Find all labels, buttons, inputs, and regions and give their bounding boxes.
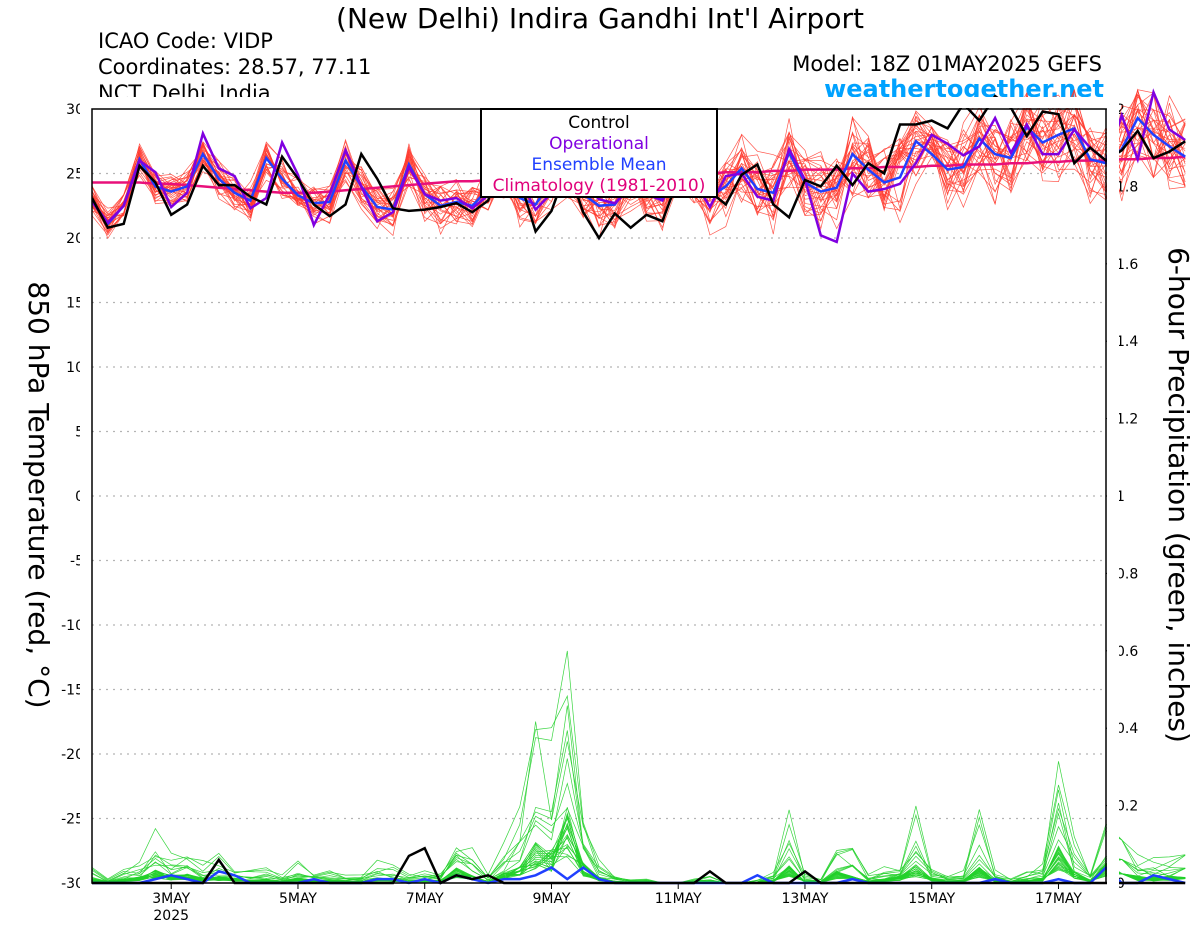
y2-tick-label: 1 <box>1116 489 1125 505</box>
y2-tick-label: 1.6 <box>1116 257 1138 273</box>
y-tick-label: 0 <box>75 489 84 505</box>
top-mask <box>92 97 1106 108</box>
y2-tick-label: 0.4 <box>1116 721 1138 737</box>
legend: Control Operational Ensemble Mean Climat… <box>480 108 718 198</box>
y-tick-label: -10 <box>61 618 84 634</box>
chart-title: (New Delhi) Indira Gandhi Int'l Airport <box>336 2 864 35</box>
coordinates: Coordinates: 28.57, 77.11 <box>98 55 372 79</box>
x-tick-label: 13MAY <box>782 891 829 907</box>
y2-tick-label: 0.6 <box>1116 644 1138 660</box>
y-tick-label: -15 <box>61 683 84 699</box>
y-tick-label: 25 <box>66 167 84 183</box>
legend-item-ensemble-mean: Ensemble Mean <box>531 155 667 175</box>
model-run: Model: 18Z 01MAY2025 GEFS <box>792 52 1102 76</box>
y2-tick-label: 1.8 <box>1116 179 1138 195</box>
y2-tick-label: 1.2 <box>1116 412 1138 428</box>
y-tick-label: -25 <box>61 812 84 828</box>
left-mask <box>80 0 92 927</box>
x-tick-sublabel: 2025 <box>153 908 189 924</box>
x-tick-label: 7MAY <box>406 891 444 907</box>
y-axis-label-left: 850 hPa Temperature (red, °C) <box>22 281 55 709</box>
legend-item-climatology: Climatology (1981-2010) <box>492 176 706 196</box>
x-tick-label: 15MAY <box>908 891 955 907</box>
y2-tick-label: 2 <box>1116 102 1125 118</box>
y-tick-label: 20 <box>66 231 84 247</box>
ensemble-member-precip-line <box>91 694 1186 884</box>
y2-tick-label: 0.8 <box>1116 566 1138 582</box>
ensemble-member-precip-line <box>91 758 1186 884</box>
y-tick-label: 5 <box>75 425 84 441</box>
x-tick-label: 9MAY <box>532 891 570 907</box>
legend-item-control: Control <box>568 113 630 133</box>
y2-tick-label: 0.2 <box>1116 799 1138 815</box>
x-tick-label: 5MAY <box>279 891 317 907</box>
y2-tick-label: 1.4 <box>1116 334 1138 350</box>
y-axis-label-right: 6-hour Precipitation (green, inches) <box>1162 247 1195 743</box>
y-tick-label: 10 <box>66 360 84 376</box>
y-tick-label: 30 <box>66 102 84 118</box>
x-tick-label: 3MAY <box>152 891 190 907</box>
icao-code: ICAO Code: VIDP <box>98 29 273 53</box>
x-tick-label: 11MAY <box>655 891 702 907</box>
y-tick-label: -30 <box>61 876 84 892</box>
y-tick-label: -20 <box>61 747 84 763</box>
y-tick-label: 15 <box>66 296 84 312</box>
legend-item-operational: Operational <box>549 134 649 154</box>
x-tick-label: 17MAY <box>1035 891 1082 907</box>
right-mask <box>1107 0 1119 927</box>
